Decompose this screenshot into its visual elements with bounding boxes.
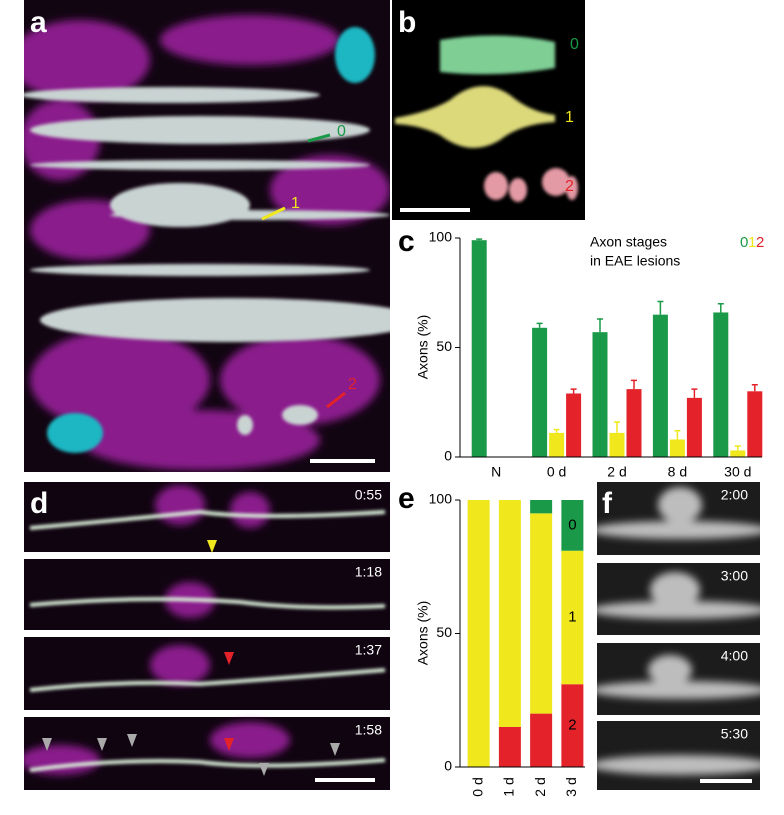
- x-tick-label: 1 d: [501, 777, 517, 796]
- time-label: 2:00: [721, 487, 748, 503]
- bar: [592, 332, 608, 457]
- bar: [730, 450, 746, 457]
- chart-title: Axon stages: [590, 234, 667, 250]
- time-label: 1:18: [355, 564, 382, 580]
- bar: [713, 312, 729, 457]
- panel-label: c: [398, 225, 415, 258]
- annotation: 1: [291, 195, 300, 212]
- x-tick-label: 3 d: [563, 777, 579, 796]
- bar: [471, 240, 487, 457]
- stage-label: 1: [565, 109, 574, 126]
- error-bar: [614, 421, 620, 433]
- bar-segment: [498, 726, 521, 767]
- bar: [566, 393, 582, 457]
- legend-entry: 1: [748, 234, 756, 251]
- y-tick-label: 0: [444, 448, 452, 464]
- error-bar: [657, 300, 664, 315]
- y-tick-label: 100: [429, 491, 453, 507]
- x-tick-label: 0 d: [469, 777, 485, 796]
- bar-segment: [561, 684, 584, 767]
- time-label: 0:55: [355, 487, 382, 503]
- error-bar: [734, 445, 741, 451]
- time-label: 5:30: [721, 726, 748, 742]
- image-f: [597, 482, 760, 790]
- bar: [747, 391, 763, 457]
- bar: [652, 314, 668, 457]
- time-label: 1:37: [355, 642, 382, 658]
- panel-label: a: [30, 6, 47, 39]
- x-tick-label: 8 d: [668, 464, 687, 480]
- series-label: 0: [568, 516, 576, 533]
- stage-label: 2: [565, 178, 574, 195]
- x-tick-label: 2 d: [607, 464, 626, 480]
- legend-entry: 0: [740, 234, 748, 251]
- legend-entry: 2: [756, 234, 764, 251]
- error-bar: [553, 428, 560, 433]
- x-tick-label: N: [491, 464, 501, 480]
- bar-segment: [530, 513, 553, 714]
- error-bar: [536, 322, 543, 328]
- y-tick-label: 50: [436, 624, 452, 640]
- time-label: 3:00: [721, 568, 748, 584]
- bar: [626, 389, 642, 457]
- bar-segment: [530, 713, 553, 767]
- time-label: 4:00: [721, 648, 748, 664]
- error-bar: [674, 429, 681, 440]
- error-bar: [597, 318, 603, 333]
- bar-segment: [561, 550, 584, 685]
- bar-segment: [561, 500, 584, 551]
- panel-label: f: [602, 487, 613, 520]
- error-bar: [570, 388, 577, 394]
- panel-label: d: [30, 487, 48, 520]
- annotation: 2: [348, 376, 357, 393]
- bar: [532, 327, 548, 457]
- y-tick-label: 0: [444, 758, 452, 774]
- stage-label: 0: [570, 36, 579, 53]
- error-bar: [717, 302, 724, 313]
- error-bar: [476, 238, 483, 241]
- chart-title: in EAE lesions: [590, 253, 680, 269]
- panel-label: e: [398, 482, 415, 515]
- error-bar: [691, 388, 698, 398]
- bar: [549, 432, 565, 457]
- error-bar: [631, 379, 637, 390]
- y-tick-label: 100: [429, 229, 453, 245]
- bar-segment: [498, 500, 521, 727]
- bar: [669, 439, 685, 457]
- bar: [686, 397, 702, 457]
- y-axis-label: Axons (%): [415, 601, 431, 666]
- series-label: 2: [568, 717, 576, 734]
- panel-label: b: [398, 6, 416, 39]
- time-label: 1:58: [355, 722, 382, 738]
- image-a: [24, 0, 390, 472]
- x-tick-label: 0 d: [547, 464, 566, 480]
- bar-segment: [530, 500, 553, 514]
- y-axis-label: Axons (%): [415, 315, 431, 380]
- annotation: 0: [337, 123, 346, 140]
- image-d: [24, 482, 390, 790]
- error-bar: [751, 383, 758, 392]
- y-tick-label: 50: [436, 338, 452, 354]
- bar-segment: [467, 500, 490, 767]
- series-label: 1: [568, 608, 576, 625]
- bar: [609, 432, 625, 457]
- x-tick-label: 30 d: [724, 464, 751, 480]
- image-b: [392, 0, 585, 220]
- x-tick-label: 2 d: [532, 777, 548, 796]
